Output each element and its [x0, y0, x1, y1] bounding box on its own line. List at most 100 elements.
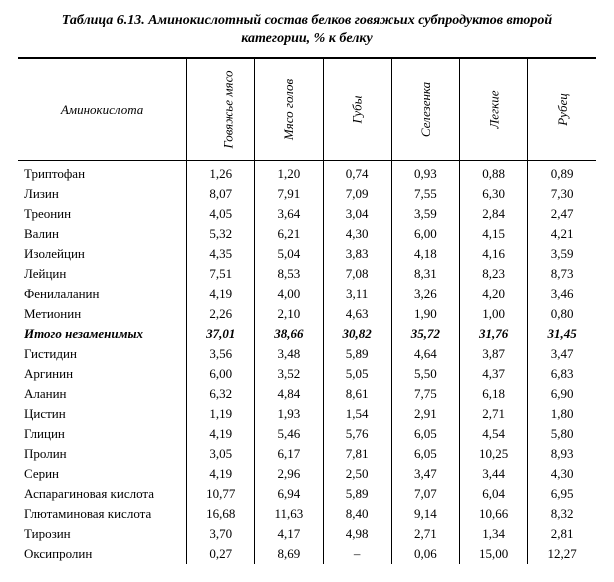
amino-acid-value: 8,40 — [323, 504, 391, 524]
table-row: Глютаминовая кислота16,6811,638,409,1410… — [18, 504, 596, 524]
amino-acid-value: 6,30 — [460, 184, 528, 204]
table-row: Лейцин7,518,537,088,318,238,73 — [18, 264, 596, 284]
amino-acid-value: 0,80 — [528, 304, 596, 324]
amino-acid-value: 31,45 — [528, 324, 596, 344]
amino-acid-value: 16,68 — [187, 504, 255, 524]
amino-acid-value: 8,73 — [528, 264, 596, 284]
amino-acid-name: Оксипролин — [18, 544, 187, 564]
amino-acid-value: 0,88 — [460, 161, 528, 185]
table-row: Изолейцин4,355,043,834,184,163,59 — [18, 244, 596, 264]
amino-acid-value: 6,18 — [460, 384, 528, 404]
amino-acid-value: 30,82 — [323, 324, 391, 344]
amino-acid-name: Серин — [18, 464, 187, 484]
amino-acid-value: 0,06 — [391, 544, 459, 564]
amino-acid-value: 3,87 — [460, 344, 528, 364]
amino-acid-name: Цистин — [18, 404, 187, 424]
table-row: Триптофан1,261,200,740,930,880,89 — [18, 161, 596, 185]
amino-acid-value: 3,52 — [255, 364, 323, 384]
amino-acid-name: Треонин — [18, 204, 187, 224]
amino-acid-value: 6,17 — [255, 444, 323, 464]
amino-acid-value: 5,89 — [323, 484, 391, 504]
amino-acid-value: 7,51 — [187, 264, 255, 284]
amino-acid-value: 1,00 — [460, 304, 528, 324]
amino-acid-value: 10,77 — [187, 484, 255, 504]
amino-acid-value: 5,50 — [391, 364, 459, 384]
amino-acid-name: Тирозин — [18, 524, 187, 544]
col-header-label: Рубец — [518, 93, 607, 126]
amino-acid-value: 6,00 — [391, 224, 459, 244]
amino-acid-value: 4,37 — [460, 364, 528, 384]
amino-acid-value: 5,04 — [255, 244, 323, 264]
amino-acid-name: Метионин — [18, 304, 187, 324]
amino-acid-value: 2,96 — [255, 464, 323, 484]
caption-line2: категории, % к белку — [241, 31, 373, 46]
amino-acid-value: 0,27 — [187, 544, 255, 564]
amino-acid-name: Пролин — [18, 444, 187, 464]
amino-acid-value: 3,59 — [391, 204, 459, 224]
amino-acid-value: 4,54 — [460, 424, 528, 444]
amino-acid-name: Аргинин — [18, 364, 187, 384]
amino-acid-value: 6,00 — [187, 364, 255, 384]
table-row: Тирозин3,704,174,982,711,342,81 — [18, 524, 596, 544]
amino-acid-value: 3,83 — [323, 244, 391, 264]
table-row: Оксипролин0,278,69–0,0615,0012,27 — [18, 544, 596, 564]
caption-line1: Таблица 6.13. Аминокислотный состав белк… — [62, 13, 552, 28]
amino-acid-value: 7,07 — [391, 484, 459, 504]
amino-acid-value: 10,25 — [460, 444, 528, 464]
amino-acid-value: 4,16 — [460, 244, 528, 264]
amino-acid-name: Аспарагиновая кислота — [18, 484, 187, 504]
amino-acid-value: 6,32 — [187, 384, 255, 404]
amino-acid-value: 11,63 — [255, 504, 323, 524]
table-row: Треонин4,053,643,043,592,842,47 — [18, 204, 596, 224]
amino-acid-value: 2,26 — [187, 304, 255, 324]
amino-acid-value: 3,48 — [255, 344, 323, 364]
amino-acid-value: 2,91 — [391, 404, 459, 424]
amino-acid-name: Гистидин — [18, 344, 187, 364]
amino-acid-value: 4,19 — [187, 424, 255, 444]
amino-acid-value: 1,34 — [460, 524, 528, 544]
amino-acid-value: 3,11 — [323, 284, 391, 304]
amino-acid-value: 3,64 — [255, 204, 323, 224]
amino-acid-value: 4,30 — [528, 464, 596, 484]
amino-acid-value: 3,70 — [187, 524, 255, 544]
amino-acid-value: 4,84 — [255, 384, 323, 404]
amino-acid-name: Валин — [18, 224, 187, 244]
amino-acid-value: 15,00 — [460, 544, 528, 564]
amino-acid-name: Триптофан — [18, 161, 187, 185]
amino-acid-value: 2,81 — [528, 524, 596, 544]
amino-acid-value: 2,50 — [323, 464, 391, 484]
amino-acid-value: 4,00 — [255, 284, 323, 304]
amino-acid-value: 8,53 — [255, 264, 323, 284]
amino-acid-table: Аминокислота Говяжье мясо Мясо голов Губ… — [18, 57, 596, 564]
amino-acid-value: 3,47 — [391, 464, 459, 484]
amino-acid-value: 2,47 — [528, 204, 596, 224]
amino-acid-value: 0,93 — [391, 161, 459, 185]
table-header-row: Аминокислота Говяжье мясо Мясо голов Губ… — [18, 58, 596, 161]
amino-acid-value: 0,74 — [323, 161, 391, 185]
table-row: Серин4,192,962,503,473,444,30 — [18, 464, 596, 484]
amino-acid-value: 0,89 — [528, 161, 596, 185]
amino-acid-value: 3,04 — [323, 204, 391, 224]
amino-acid-value: 5,89 — [323, 344, 391, 364]
amino-acid-value: 4,63 — [323, 304, 391, 324]
amino-acid-value: 6,21 — [255, 224, 323, 244]
amino-acid-value: 3,26 — [391, 284, 459, 304]
amino-acid-name: Глютаминовая кислота — [18, 504, 187, 524]
amino-acid-name: Изолейцин — [18, 244, 187, 264]
amino-acid-value: 2,71 — [460, 404, 528, 424]
amino-acid-value: 6,05 — [391, 444, 459, 464]
table-row: Пролин3,056,177,816,0510,258,93 — [18, 444, 596, 464]
amino-acid-value: 7,08 — [323, 264, 391, 284]
amino-acid-value: 4,30 — [323, 224, 391, 244]
amino-acid-value: – — [323, 544, 391, 564]
amino-acid-value: 1,90 — [391, 304, 459, 324]
amino-acid-value: 9,14 — [391, 504, 459, 524]
amino-acid-value: 7,09 — [323, 184, 391, 204]
amino-acid-value: 4,20 — [460, 284, 528, 304]
amino-acid-value: 8,69 — [255, 544, 323, 564]
amino-acid-value: 12,27 — [528, 544, 596, 564]
amino-acid-value: 3,05 — [187, 444, 255, 464]
amino-acid-name: Аланин — [18, 384, 187, 404]
amino-acid-value: 5,32 — [187, 224, 255, 244]
amino-acid-value: 6,95 — [528, 484, 596, 504]
